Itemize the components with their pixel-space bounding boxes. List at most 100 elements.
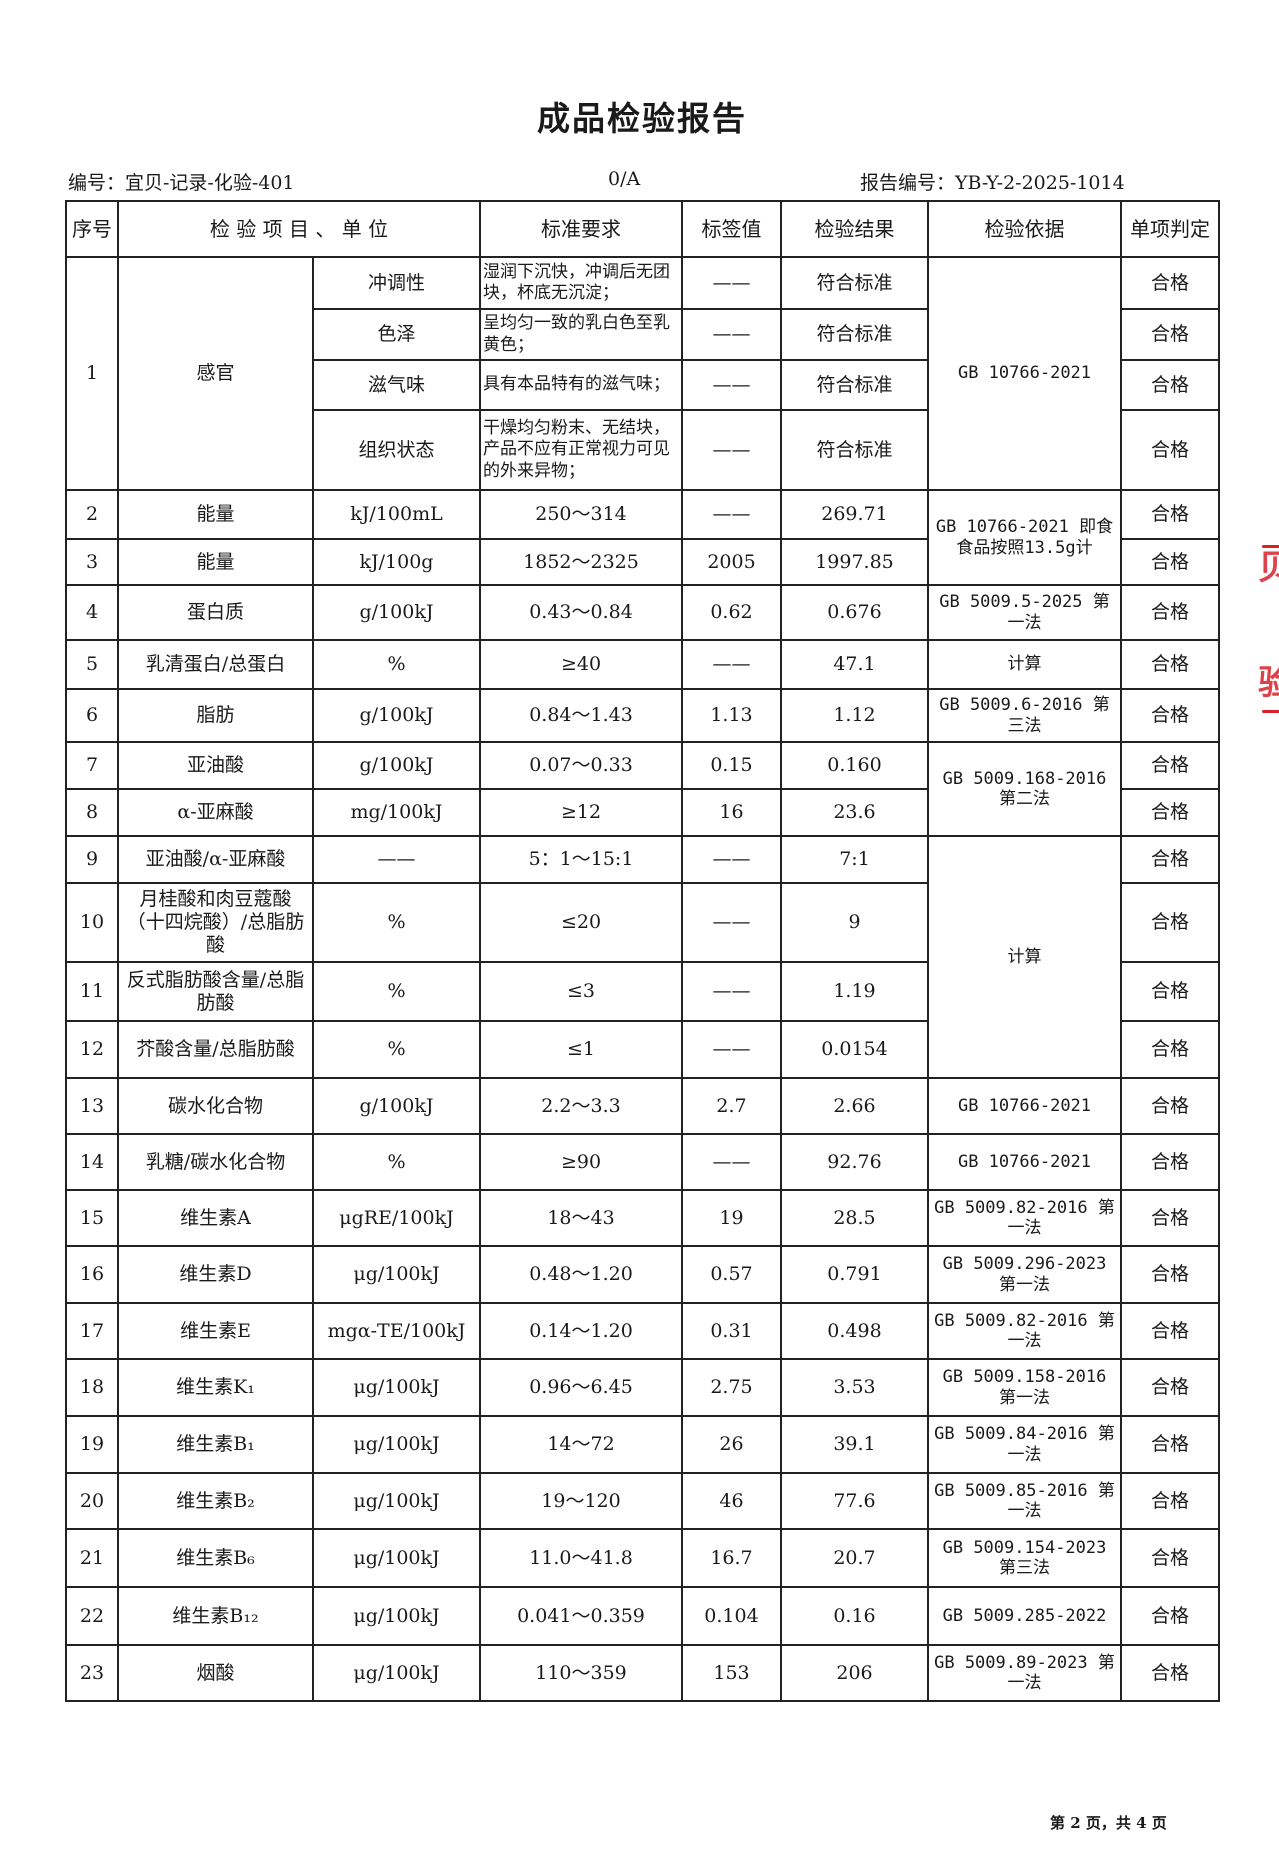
table-row: 20 维生素B₂ μg/100kJ 19～120 46 77.6 GB 5009.85-20… — [65, 1472, 1220, 1530]
result-cell: 3.53 — [780, 1358, 929, 1417]
basis-cell: GB 5009.6-2016 第三法 — [927, 688, 1122, 743]
verdict-cell: 合格 — [1120, 1245, 1220, 1304]
result-cell: 92.76 — [780, 1133, 929, 1191]
unit-cell: g/100kJ — [312, 1077, 481, 1135]
requirement-cell: 0.84～1.43 — [479, 688, 683, 743]
result-cell: 0.498 — [780, 1302, 929, 1360]
result-cell: 1997.85 — [780, 538, 929, 586]
unit-cell: g/100kJ — [312, 741, 481, 790]
seq-cell: 12 — [65, 1020, 119, 1079]
seq-cell: 7 — [65, 741, 119, 790]
table-row: 7 亚油酸 g/100kJ 0.07～0.33 0.15 0.160 GB 5009.168… — [65, 741, 1220, 837]
verdict-cell: 合格 — [1120, 1020, 1220, 1079]
label-value-cell: —— — [681, 1020, 782, 1079]
subitem-cell: 色泽 — [312, 308, 481, 361]
result-cell: 符合标准 — [780, 409, 929, 491]
verdict-cell: 合格 — [1120, 409, 1220, 491]
verdict-cell: 合格 — [1120, 961, 1220, 1022]
verdict-cell: 合格 — [1120, 741, 1220, 790]
requirement-cell: 湿润下沉快，冲调后无团块，杯底无沉淀； — [479, 256, 683, 310]
seq-cell: 21 — [65, 1528, 119, 1588]
requirement-cell: 0.041～0.359 — [479, 1586, 683, 1646]
basis-cell: GB 5009.168-2016 第二法 — [927, 741, 1122, 837]
requirement-cell: 呈均匀一致的乳白色至乳黄色； — [479, 308, 683, 361]
seq-cell: 3 — [65, 538, 119, 586]
result-cell: 2.66 — [780, 1077, 929, 1135]
seq-cell: 10 — [65, 882, 119, 963]
label-value-cell: —— — [681, 489, 782, 540]
verdict-cell: 合格 — [1120, 1415, 1220, 1474]
seq-cell: 14 — [65, 1133, 119, 1191]
unit-cell: μg/100kJ — [312, 1586, 481, 1646]
label-value-cell: 0.31 — [681, 1302, 782, 1360]
result-cell: 28.5 — [780, 1189, 929, 1247]
basis-cell: GB 10766-2021 即食食品按照13.5g计 — [927, 489, 1122, 586]
unit-cell: μg/100kJ — [312, 1245, 481, 1304]
seq-cell: 23 — [65, 1644, 119, 1702]
unit-cell: μg/100kJ — [312, 1358, 481, 1417]
verdict-cell: 合格 — [1120, 538, 1220, 586]
red-stamp-fragment: 验 — [1258, 663, 1279, 703]
verdict-cell: 合格 — [1120, 1077, 1220, 1135]
item-cell: 芥酸含量/总脂肪酸 — [117, 1020, 314, 1079]
verdict-cell: 合格 — [1120, 1302, 1220, 1360]
requirement-cell: ≤3 — [479, 961, 683, 1022]
result-cell: 0.676 — [780, 584, 929, 641]
result-cell: 1.19 — [780, 961, 929, 1022]
unit-cell: μg/100kJ — [312, 1528, 481, 1588]
unit-cell: % — [312, 1020, 481, 1079]
requirement-cell: 0.14～1.20 — [479, 1302, 683, 1360]
verdict-cell: 合格 — [1120, 256, 1220, 310]
verdict-cell: 合格 — [1120, 1472, 1220, 1530]
table-row: 17 维生素E mgα-TE/100kJ 0.14～1.20 0.31 0.498 GB 5… — [65, 1302, 1220, 1360]
item-cell: 烟酸 — [117, 1644, 314, 1702]
result-cell: 0.0154 — [780, 1020, 929, 1079]
table-row: 9 亚油酸/α-亚麻酸 —— 5：1～15:1 —— 7:1 计算 合格 — [65, 835, 1220, 1079]
label-value-cell: —— — [681, 835, 782, 884]
unit-cell: μgRE/100kJ — [312, 1189, 481, 1247]
result-cell: 0.16 — [780, 1586, 929, 1646]
label-value-cell: 0.104 — [681, 1586, 782, 1646]
seq-cell: 13 — [65, 1077, 119, 1135]
unit-cell: —— — [312, 835, 481, 884]
col-result: 检验结果 — [780, 200, 929, 258]
subitem-cell: 冲调性 — [312, 256, 481, 310]
item-cell: 反式脂肪酸含量/总脂肪酸 — [117, 961, 314, 1022]
seq-cell: 2 — [65, 489, 119, 540]
verdict-cell: 合格 — [1120, 882, 1220, 963]
unit-cell: g/100kJ — [312, 688, 481, 743]
document-code: 编号：宜贝-记录-化验-401 — [68, 172, 295, 194]
red-stamp-fragment: 贝 — [1258, 548, 1279, 588]
verdict-cell: 合格 — [1120, 584, 1220, 641]
seq-cell: 11 — [65, 961, 119, 1022]
table-row: 1 感官 冲调性 湿润下沉快，冲调后无团块，杯底无沉淀； —— 符合标准 GB 10766-… — [65, 256, 1220, 491]
requirement-cell: 110～359 — [479, 1644, 683, 1702]
result-cell: 47.1 — [780, 639, 929, 690]
result-cell: 符合标准 — [780, 359, 929, 411]
requirement-cell: 0.43～0.84 — [479, 584, 683, 641]
seq-cell: 15 — [65, 1189, 119, 1247]
table-row: 12 芥酸含量/总脂肪酸% ≤1 —— 0.0154 合格 — [65, 1020, 1220, 1079]
seq-cell: 20 — [65, 1472, 119, 1530]
label-value-cell: —— — [681, 1133, 782, 1191]
item-cell: 乳清蛋白/总蛋白 — [117, 639, 314, 690]
basis-cell: GB 5009.296-2023 第一法 — [927, 1245, 1122, 1304]
label-value-cell: —— — [681, 256, 782, 310]
item-cell: 能量 — [117, 538, 314, 586]
requirement-cell: 0.96～6.45 — [479, 1358, 683, 1417]
item-cell: 维生素B₆ — [117, 1528, 314, 1588]
basis-cell: GB 5009.158-2016 第一法 — [927, 1358, 1122, 1417]
requirement-cell: 14～72 — [479, 1415, 683, 1474]
inspection-table: 序号 检 验 项 目 、 单 位 标准要求 标签值 检验结果 检验依据 单项判定… — [65, 200, 1220, 1702]
requirement-cell: 0.07～0.33 — [479, 741, 683, 790]
seq-cell: 5 — [65, 639, 119, 690]
item-cell: 维生素D — [117, 1245, 314, 1304]
requirement-cell: ≥90 — [479, 1133, 683, 1191]
col-seq: 序号 — [65, 200, 119, 258]
item-cell: 维生素B₂ — [117, 1472, 314, 1530]
label-value-cell: 153 — [681, 1644, 782, 1702]
subitem-cell: 滋气味 — [312, 359, 481, 411]
verdict-cell: 合格 — [1120, 639, 1220, 690]
result-cell: 39.1 — [780, 1415, 929, 1474]
col-requirement: 标准要求 — [479, 200, 683, 258]
